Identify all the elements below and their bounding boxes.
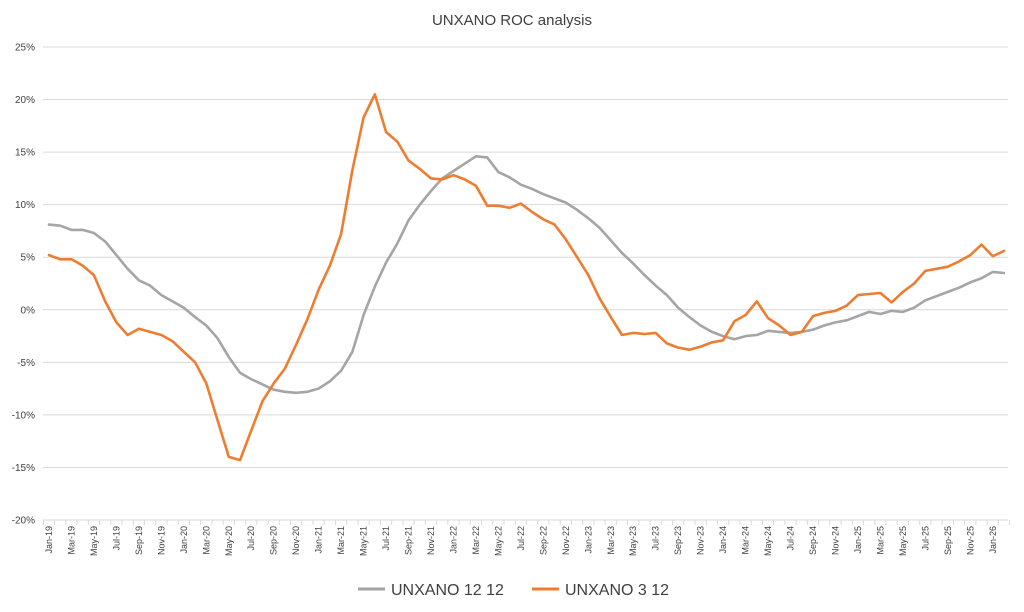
x-tick-label: Sep-20 [269, 526, 279, 555]
x-tick-label: May-20 [224, 526, 234, 556]
chart-title: UNXANO ROC analysis [432, 12, 592, 29]
x-tick-label: Jul-22 [516, 526, 526, 551]
x-tick-label: Sep-23 [673, 526, 683, 555]
x-tick-label: Sep-21 [404, 526, 414, 555]
x-tick-label: Nov-23 [696, 526, 706, 555]
x-tick-label: Mar-19 [66, 526, 76, 555]
x-tick-label: Jul-19 [111, 526, 121, 551]
x-tick-label: Jul-23 [651, 526, 661, 551]
y-tick-label: 0% [21, 305, 36, 316]
series-line-2 [47, 93, 1006, 462]
x-tick-label: May-21 [359, 526, 369, 556]
y-tick-label: -5% [17, 358, 35, 369]
x-tick-label: Nov-24 [830, 526, 840, 555]
x-tick-label: Sep-25 [943, 526, 953, 555]
x-tick-label: Sep-22 [538, 526, 548, 555]
x-tick-label: Jan-23 [583, 526, 593, 554]
y-tick-label: 20% [15, 95, 35, 106]
x-tick-label: Jan-22 [448, 526, 458, 554]
y-tick-label: -20% [12, 516, 35, 527]
x-tick-label: Jan-21 [314, 526, 324, 554]
legend-label: UNXANO 3 12 [565, 582, 669, 599]
legend: UNXANO 12 12 UNXANO 3 12 [358, 582, 669, 599]
x-tick-label: Mar-23 [606, 526, 616, 555]
x-tick-label: Nov-20 [291, 526, 301, 555]
y-tick-label: 5% [21, 253, 36, 264]
x-tick-label: Jan-19 [44, 526, 54, 554]
x-tick-label: May-24 [763, 526, 773, 556]
y-tick-label: 10% [15, 200, 35, 211]
gridlines [43, 46, 1008, 521]
x-tick-label: Jul-25 [920, 526, 930, 551]
x-tick-label: Nov-21 [426, 526, 436, 555]
x-tick-label: Nov-19 [156, 526, 166, 555]
x-tick-label: Nov-25 [965, 526, 975, 555]
x-tick-label: May-22 [493, 526, 503, 556]
x-tick-label: May-25 [898, 526, 908, 556]
y-tick-label: -15% [12, 463, 35, 474]
x-tick-label: Jan-26 [988, 526, 998, 554]
x-tick-label: Mar-25 [875, 526, 885, 555]
x-tick-label: Mar-22 [471, 526, 481, 555]
y-tick-label: -10% [12, 410, 35, 421]
x-tick-label: Jul-20 [246, 526, 256, 551]
x-tick-label: Jan-25 [853, 526, 863, 554]
x-tick-label: Sep-19 [134, 526, 144, 555]
legend-label: UNXANO 12 12 [391, 582, 504, 599]
series-lines [47, 93, 1006, 462]
x-tick-label: May-23 [628, 526, 638, 556]
x-tick-label: Nov-22 [561, 526, 571, 555]
series-line-1 [47, 155, 1006, 395]
x-tick-label: Jul-21 [381, 526, 391, 551]
y-axis-ticks: -20% -15% -10% -5% 0% 5% 10% 15% 20% 25% [12, 43, 35, 527]
y-tick-label: 25% [15, 43, 35, 54]
x-tick-label: Mar-24 [741, 526, 751, 555]
x-tick-label: Sep-24 [808, 526, 818, 555]
y-tick-label: 15% [15, 148, 35, 159]
x-tick-label: Jul-24 [786, 526, 796, 551]
x-tick-label: Mar-20 [201, 526, 211, 555]
x-tick-label: May-19 [89, 526, 99, 556]
x-tick-label: Jan-20 [179, 526, 189, 554]
x-axis: Jan-19 Mar-19 May-19 Jul-19 Sep-19 Nov-19 Jan-… [42, 519, 1011, 556]
x-tick-label: Mar-21 [336, 526, 346, 555]
x-tick-label: Jan-24 [718, 526, 728, 554]
